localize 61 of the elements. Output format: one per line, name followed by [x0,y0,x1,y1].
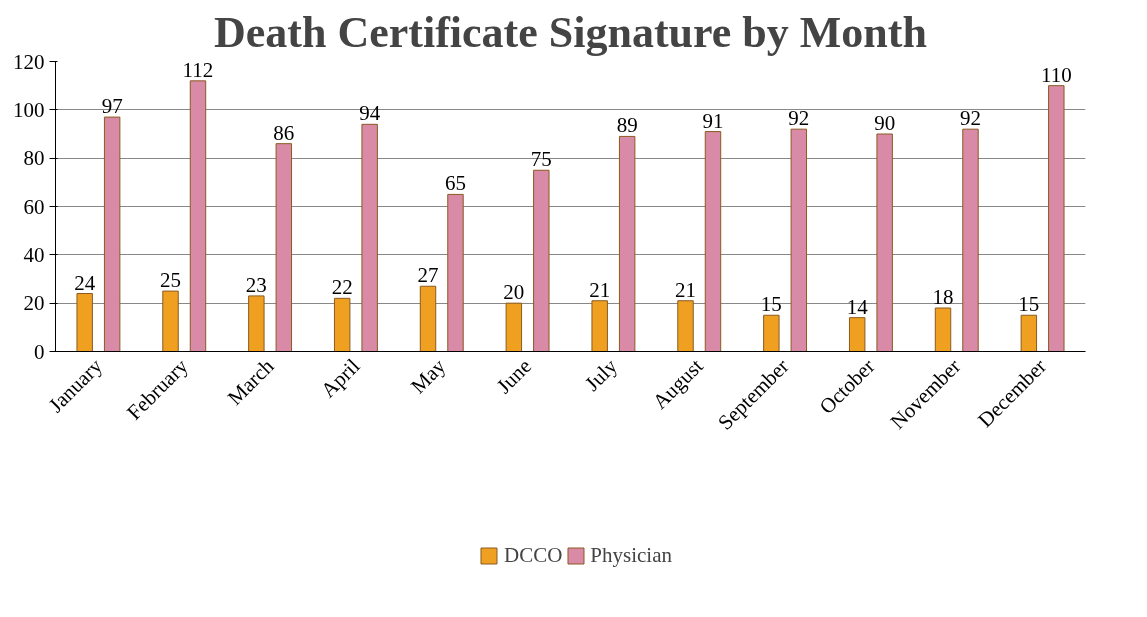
y-tick-label: 60 [23,194,45,219]
bar [591,300,608,352]
bar [962,128,979,352]
data-label: 75 [530,147,552,172]
data-label: 92 [788,106,810,131]
bar [704,131,722,352]
data-label: 92 [959,106,981,131]
y-tick-label: 80 [23,146,45,171]
data-label: 110 [1040,62,1072,87]
data-label: 94 [359,101,381,126]
bar [447,193,464,352]
bar [790,128,808,352]
bar [103,116,121,352]
bar [1048,85,1065,352]
data-label: 14 [846,294,869,319]
bar [763,314,780,352]
data-label: 21 [589,277,611,302]
x-tick-label: June [491,354,537,399]
data-label: 25 [160,268,182,293]
data-label: 97 [101,94,123,119]
data-label: 112 [182,57,214,82]
legend-label: DCCO [503,542,563,568]
data-label: 27 [417,263,439,288]
bar [333,297,351,352]
y-tick-label: 20 [23,291,45,316]
bar [1020,314,1038,352]
bar [934,307,952,352]
bar [248,295,265,352]
bar [162,290,179,352]
data-label: 18 [932,285,954,309]
data-label: 86 [273,120,295,145]
bar [189,80,207,352]
data-label: 20 [503,280,525,305]
data-label: 21 [675,277,697,302]
bar [618,135,636,352]
bar [76,293,93,352]
bar [361,123,378,352]
data-label: 91 [702,108,724,133]
data-label: 89 [616,113,638,138]
bar [876,133,893,352]
data-label: 15 [1018,292,1040,317]
x-tick-label: July [580,353,623,396]
bar [275,143,293,352]
bar [677,300,694,352]
legend-label: Physician [590,542,672,568]
y-tick-label: 100 [13,97,45,122]
bar [533,169,550,352]
data-label: 23 [245,272,267,297]
y-tick-label: 120 [13,49,45,74]
data-label: 65 [444,171,466,196]
bar [419,285,437,352]
data-label: 90 [874,111,896,135]
chart-title: Death Certificate Signature by Month [214,7,927,57]
y-tick-label: 0 [34,339,45,364]
data-label: 22 [331,275,353,300]
data-label: 24 [74,270,96,295]
y-tick-label: 40 [23,242,45,267]
x-tick-label: May [406,353,451,399]
bar [848,317,866,352]
bar [505,302,523,352]
data-label: 15 [760,292,782,317]
